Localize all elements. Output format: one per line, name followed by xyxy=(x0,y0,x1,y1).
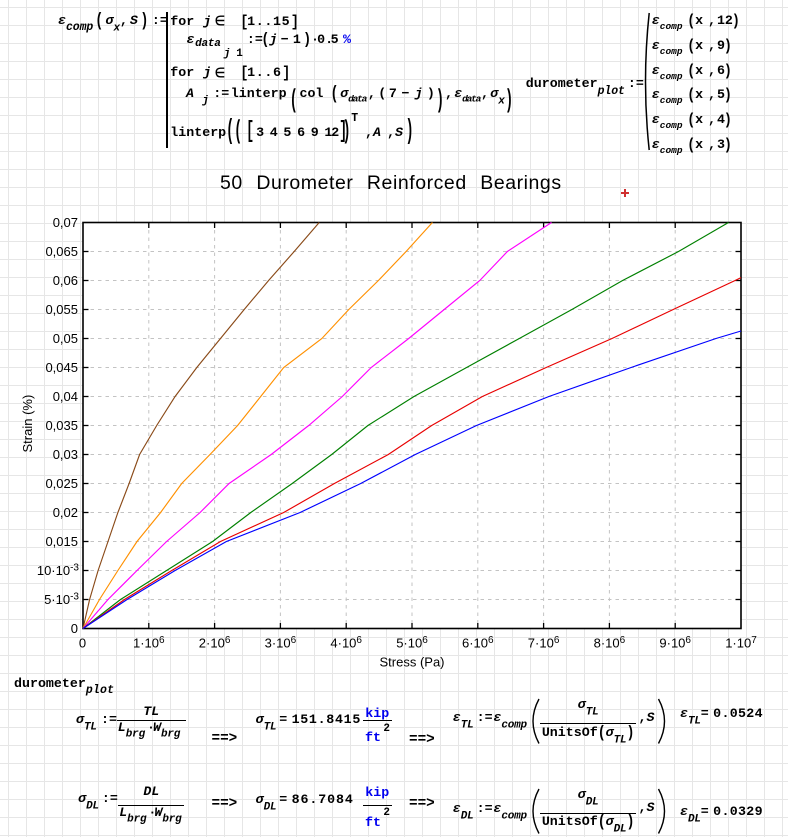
svg-text:0,04: 0,04 xyxy=(53,389,78,404)
svg-text:0,055: 0,055 xyxy=(45,302,78,317)
svg-text:0,03: 0,03 xyxy=(53,447,78,462)
svg-text:6·106: 6·106 xyxy=(462,635,494,651)
svg-text:0,07: 0,07 xyxy=(53,215,78,230)
svg-text:0,025: 0,025 xyxy=(45,476,78,491)
svg-text:1·106: 1·106 xyxy=(133,635,165,651)
svg-text:5·10-3: 5·10-3 xyxy=(44,591,79,607)
svg-text:2·106: 2·106 xyxy=(199,635,231,651)
svg-text:7·106: 7·106 xyxy=(528,635,560,651)
svg-text:1·107: 1·107 xyxy=(725,635,757,651)
svg-text:0: 0 xyxy=(79,636,86,651)
svg-text:0: 0 xyxy=(71,621,78,636)
svg-text:0,045: 0,045 xyxy=(45,360,78,375)
svg-text:0,015: 0,015 xyxy=(45,534,78,549)
svg-text:10·10-3: 10·10-3 xyxy=(37,562,80,578)
svg-text:9·106: 9·106 xyxy=(659,635,691,651)
svg-text:3·106: 3·106 xyxy=(265,635,297,651)
svg-text:5·106: 5·106 xyxy=(396,635,428,651)
svg-text:Stress (Pa): Stress (Pa) xyxy=(379,655,444,670)
svg-text:0,065: 0,065 xyxy=(45,244,78,259)
svg-text:4·106: 4·106 xyxy=(330,635,362,651)
svg-text:8·106: 8·106 xyxy=(594,635,626,651)
svg-text:0,06: 0,06 xyxy=(53,273,78,288)
svg-text:0,05: 0,05 xyxy=(53,331,78,346)
svg-text:0,02: 0,02 xyxy=(53,505,78,520)
svg-text:Strain (%): Strain (%) xyxy=(20,395,35,453)
svg-text:0,035: 0,035 xyxy=(45,418,78,433)
